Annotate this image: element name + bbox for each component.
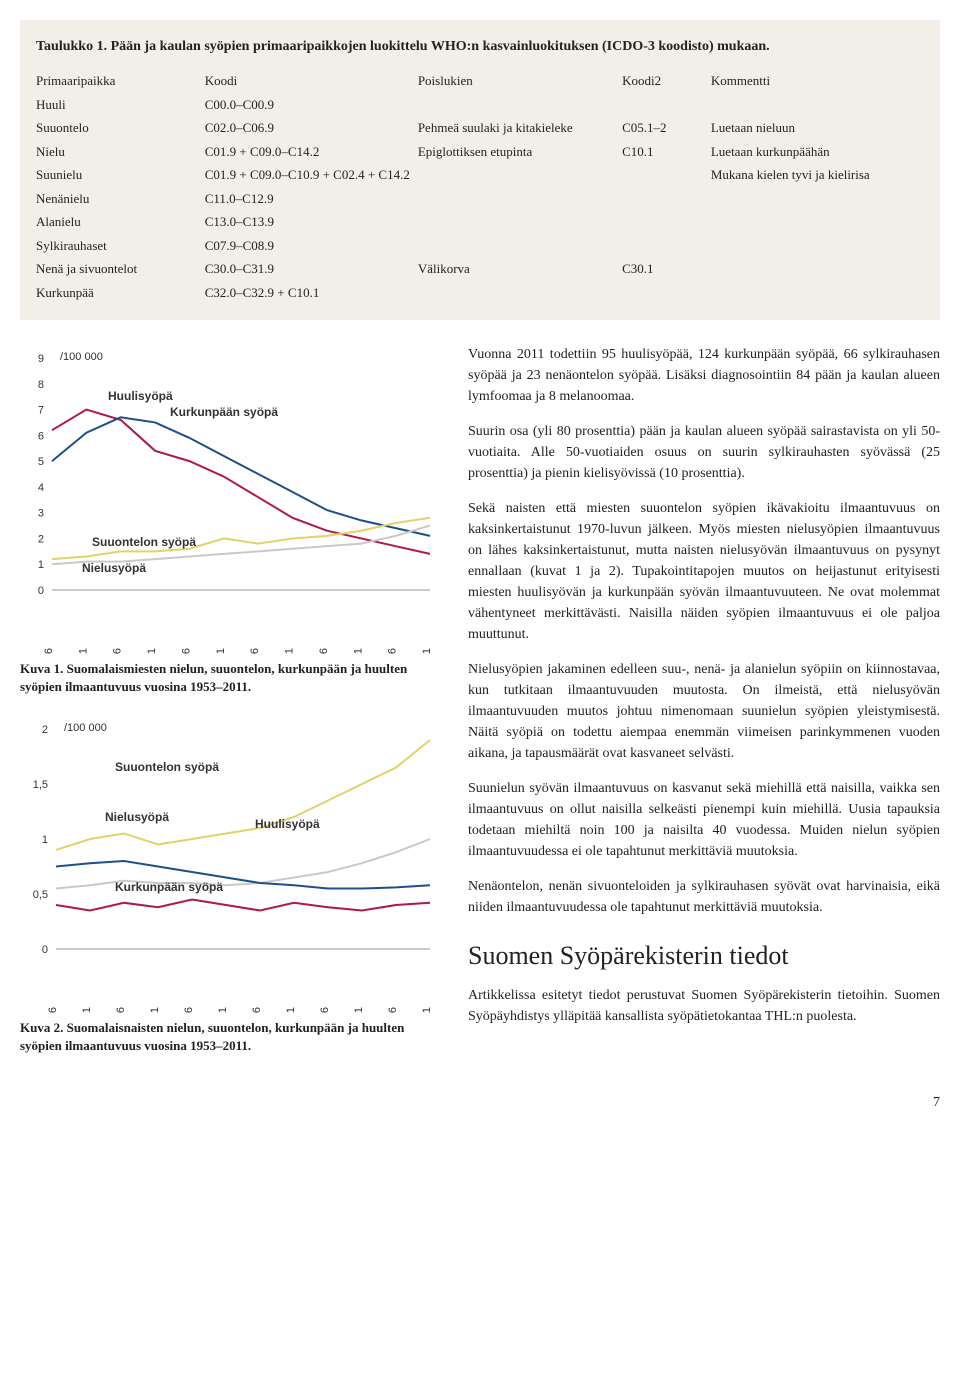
section-heading: Suomen Syöpärekisterin tiedot xyxy=(468,936,940,975)
svg-text:1992–1996: 1992–1996 xyxy=(319,1007,331,1013)
svg-text:1972–1976: 1972–1976 xyxy=(180,648,192,654)
svg-text:/100 000: /100 000 xyxy=(60,351,103,363)
svg-text:0: 0 xyxy=(42,944,48,956)
svg-text:1953–1956: 1953–1956 xyxy=(43,648,55,654)
svg-text:1982–1986: 1982–1986 xyxy=(249,648,261,654)
table-row: SuunieluC01.9 + C09.0–C10.9 + C02.4 + C1… xyxy=(36,163,924,187)
th-comment: Kommentti xyxy=(711,69,924,93)
body-p7: Artikkelissa esitetyt tiedot perustuvat … xyxy=(468,985,940,1027)
svg-text:1977–2001: 1977–2001 xyxy=(352,648,364,654)
svg-text:0,5: 0,5 xyxy=(33,889,48,901)
classification-table: Primaaripaikka Koodi Poislukien Koodi2 K… xyxy=(36,69,924,304)
svg-text:1992–1996: 1992–1996 xyxy=(318,648,330,654)
svg-text:Suuontelon syöpä: Suuontelon syöpä xyxy=(115,760,219,774)
th-excl: Poislukien xyxy=(418,69,622,93)
svg-text:1977–1981: 1977–1981 xyxy=(215,648,227,654)
classification-table-box: Taulukko 1. Pään ja kaulan syöpien prima… xyxy=(20,20,940,320)
svg-text:6: 6 xyxy=(38,430,44,442)
svg-text:1987–1991: 1987–1991 xyxy=(284,648,296,654)
svg-text:Huulisyöpä: Huulisyöpä xyxy=(108,389,173,403)
body-p6: Nenäontelon, nenän sivuonteloiden ja syl… xyxy=(468,876,940,918)
chart-1-wrap: 0 1 2 3 4 5 6 7 8 9/100 000 1953–1956 1957–1961 1962… xyxy=(20,344,440,695)
table-row: Nenä ja sivuontelotC30.0–C31.9VälikorvaC… xyxy=(36,257,924,281)
svg-text:1: 1 xyxy=(38,559,44,571)
svg-text:2007–2011: 2007–2011 xyxy=(421,648,433,654)
th-site: Primaaripaikka xyxy=(36,69,205,93)
svg-text:1977–2001: 1977–2001 xyxy=(353,1007,365,1013)
table-row: SuuonteloC02.0–C06.9Pehmeä suulaki ja ki… xyxy=(36,116,924,140)
svg-text:1,5: 1,5 xyxy=(33,779,48,791)
chart-2-caption: Kuva 2. Suomalaisnaisten nielun, suuonte… xyxy=(20,1019,440,1054)
page-number: 7 xyxy=(20,1092,940,1113)
chart-1-caption: Kuva 1. Suomalaismiesten nielun, suuonte… xyxy=(20,660,440,695)
svg-text:1957–1961: 1957–1961 xyxy=(81,1007,93,1013)
svg-text:1962–1966: 1962–1966 xyxy=(112,648,124,654)
chart-1: 0 1 2 3 4 5 6 7 8 9/100 000 1953–1956 1957–1961 1962… xyxy=(20,344,440,654)
svg-text:Kurkunpään syöpä: Kurkunpään syöpä xyxy=(115,880,223,894)
svg-text:Suuontelon syöpä: Suuontelon syöpä xyxy=(92,535,196,549)
svg-text:1957–1961: 1957–1961 xyxy=(77,648,89,654)
svg-text:9: 9 xyxy=(38,353,44,365)
th-code: Koodi xyxy=(205,69,418,93)
svg-text:4: 4 xyxy=(38,482,44,494)
svg-text:7: 7 xyxy=(38,405,44,417)
body-p5: Suunielun syövän ilmaantuvuus on kasvanu… xyxy=(468,778,940,862)
svg-text:Kurkunpään syöpä: Kurkunpään syöpä xyxy=(170,405,278,419)
svg-text:2002–2006: 2002–2006 xyxy=(387,1007,399,1013)
svg-text:1977–1981: 1977–1981 xyxy=(217,1007,229,1013)
svg-text:1: 1 xyxy=(42,834,48,846)
svg-text:2: 2 xyxy=(42,724,48,736)
svg-text:2007–2011: 2007–2011 xyxy=(421,1007,433,1013)
body-p1: Vuonna 2011 todettiin 95 huulisyöpää, 12… xyxy=(468,344,940,407)
table-header-row: Primaaripaikka Koodi Poislukien Koodi2 K… xyxy=(36,69,924,93)
table-row: NieluC01.9 + C09.0–C14.2Epiglottiksen et… xyxy=(36,140,924,164)
table-row: NenänieluC11.0–C12.9 xyxy=(36,187,924,211)
th-code2: Koodi2 xyxy=(622,69,711,93)
chart-2-wrap: 0 0,5 1 1,5 2/100 000 1953–1956 1957–1961 1962–… xyxy=(20,713,440,1054)
table-row: KurkunpääC32.0–C32.9 + C10.1 xyxy=(36,281,924,305)
svg-text:Huulisyöpä: Huulisyöpä xyxy=(255,817,320,831)
svg-text:1953–1956: 1953–1956 xyxy=(47,1007,59,1013)
table-row: HuuliC00.0–C00.9 xyxy=(36,93,924,117)
svg-text:1967–1971: 1967–1971 xyxy=(146,648,158,654)
body-p3: Sekä naisten että miesten suuontelon syö… xyxy=(468,498,940,645)
svg-text:2002–2006: 2002–2006 xyxy=(387,648,399,654)
body-p2: Suurin osa (yli 80 prosenttia) pään ja k… xyxy=(468,421,940,484)
body-p4: Nielusyöpien jakaminen edelleen suu-, ne… xyxy=(468,659,940,764)
svg-text:/100 000: /100 000 xyxy=(64,722,107,734)
svg-text:1967–1971: 1967–1971 xyxy=(149,1007,161,1013)
chart-2: 0 0,5 1 1,5 2/100 000 1953–1956 1957–1961 1962–… xyxy=(20,713,440,1013)
svg-text:3: 3 xyxy=(38,508,44,520)
table-caption: Taulukko 1. Pään ja kaulan syöpien prima… xyxy=(36,36,924,57)
svg-text:Nielusyöpä: Nielusyöpä xyxy=(82,561,146,575)
svg-text:1987–1991: 1987–1991 xyxy=(285,1007,297,1013)
svg-text:1972–1976: 1972–1976 xyxy=(183,1007,195,1013)
svg-text:8: 8 xyxy=(38,379,44,391)
svg-text:5: 5 xyxy=(38,456,44,468)
svg-text:1962–1966: 1962–1966 xyxy=(115,1007,127,1013)
article-body: Vuonna 2011 todettiin 95 huulisyöpää, 12… xyxy=(468,344,940,1072)
table-row: AlanieluC13.0–C13.9 xyxy=(36,210,924,234)
svg-text:1982–1986: 1982–1986 xyxy=(251,1007,263,1013)
table-row: SylkirauhasetC07.9–C08.9 xyxy=(36,234,924,258)
svg-text:Nielusyöpä: Nielusyöpä xyxy=(105,810,169,824)
svg-text:0: 0 xyxy=(38,585,44,597)
svg-text:2: 2 xyxy=(38,533,44,545)
